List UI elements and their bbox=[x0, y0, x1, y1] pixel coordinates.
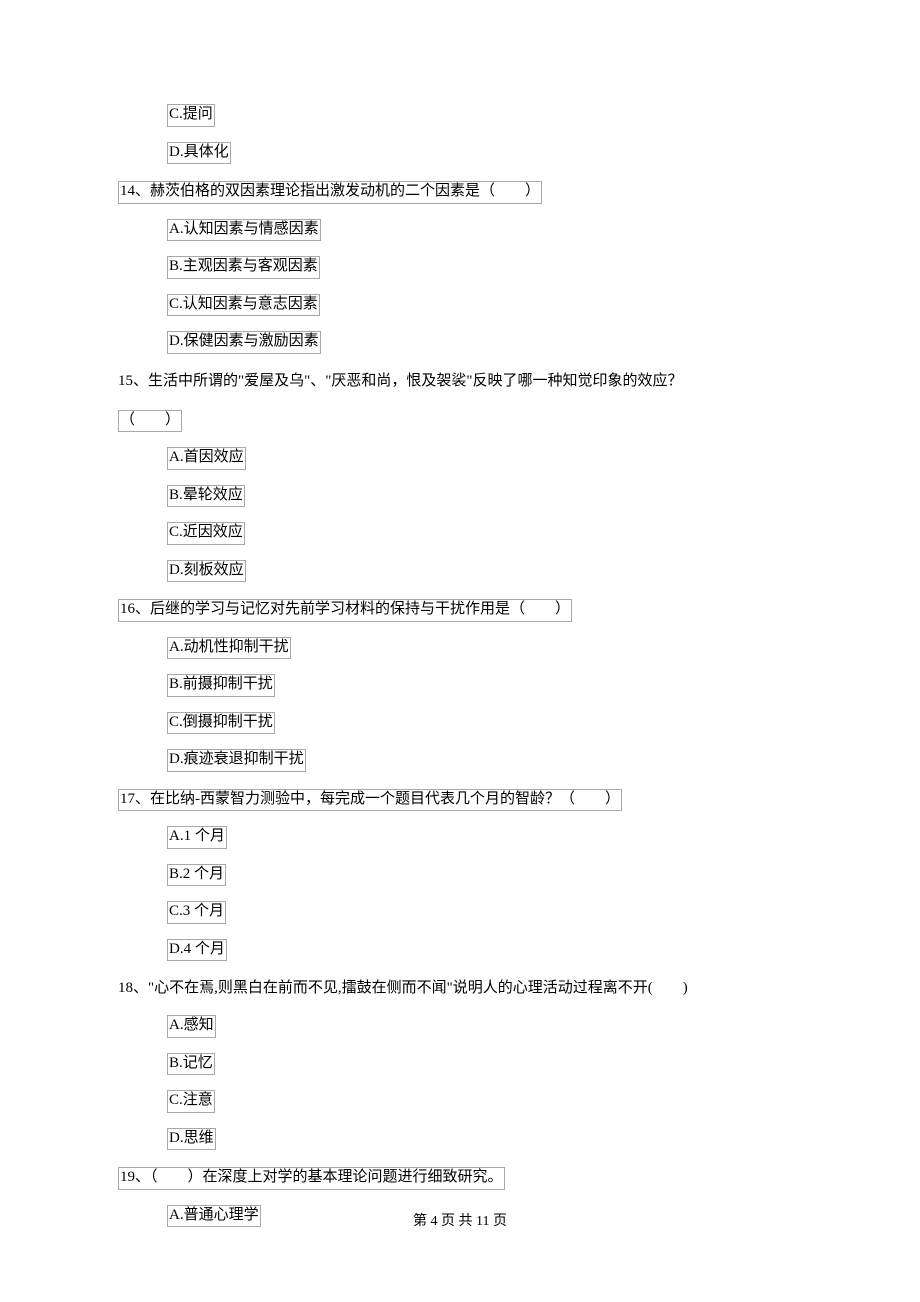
q15-option-a: A.首因效应 bbox=[122, 447, 820, 470]
q16-option-d: D.痕迹衰退抑制干扰 bbox=[122, 749, 820, 772]
q17-option-a: A.1 个月 bbox=[122, 826, 820, 849]
q15-option-c: C.近因效应 bbox=[122, 522, 820, 545]
q19-text: 19、（ ）在深度上对学的基本理论问题进行细致研究。 bbox=[118, 1165, 820, 1190]
q13-option-d: D.具体化 bbox=[122, 142, 820, 165]
q16-option-b: B.前摄抑制干扰 bbox=[122, 674, 820, 697]
q17-option-d: D.4 个月 bbox=[122, 939, 820, 962]
q18-text: 18、"心不在焉,则黑白在前而不见,擂鼓在侧而不闻"说明人的心理活动过程离不开(… bbox=[118, 976, 820, 1000]
q14-option-c: C.认知因素与意志因素 bbox=[122, 294, 820, 317]
q14-option-d: D.保健因素与激励因素 bbox=[122, 331, 820, 354]
q15-text: 15、生活中所谓的"爱屋及乌"、"厌恶和尚，恨及袈裟"反映了哪一种知觉印象的效应… bbox=[118, 369, 820, 393]
q18-option-d: D.思维 bbox=[122, 1128, 820, 1151]
q14-text: 14、赫茨伯格的双因素理论指出激发动机的二个因素是（ ） bbox=[118, 179, 820, 204]
q18-option-b: B.记忆 bbox=[122, 1053, 820, 1076]
q16-option-a: A.动机性抑制干扰 bbox=[122, 637, 820, 660]
q14-option-a: A.认知因素与情感因素 bbox=[122, 219, 820, 242]
q15-option-d: D.刻板效应 bbox=[122, 560, 820, 583]
q15-text-cont: （ ） bbox=[118, 408, 820, 433]
q17-option-c: C.3 个月 bbox=[122, 901, 820, 924]
q18-option-c: C.注意 bbox=[122, 1090, 820, 1113]
q15-option-b: B.晕轮效应 bbox=[122, 485, 820, 508]
page-footer: 第 4 页 共 11 页 bbox=[0, 1210, 920, 1230]
q16-option-c: C.倒摄抑制干扰 bbox=[122, 712, 820, 735]
q13-option-c: C.提问 bbox=[122, 104, 820, 127]
q17-text: 17、在比纳-西蒙智力测验中，每完成一个题目代表几个月的智龄？（ ） bbox=[118, 787, 820, 812]
q16-text: 16、后继的学习与记忆对先前学习材料的保持与干扰作用是（ ） bbox=[118, 597, 820, 622]
q18-option-a: A.感知 bbox=[122, 1015, 820, 1038]
q14-option-b: B.主观因素与客观因素 bbox=[122, 256, 820, 279]
q17-option-b: B.2 个月 bbox=[122, 864, 820, 887]
